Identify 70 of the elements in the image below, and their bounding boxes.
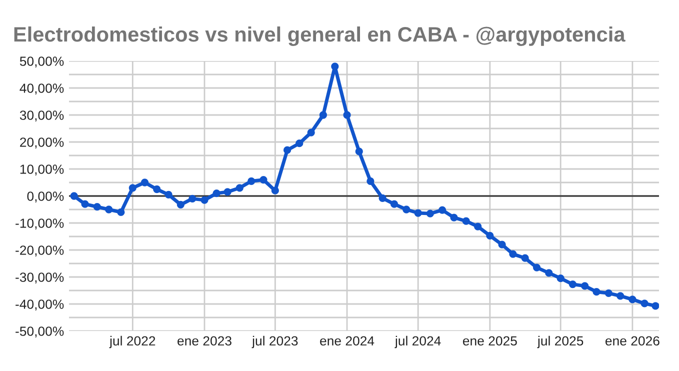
point xyxy=(212,189,220,198)
y-tick-label: -20,00% xyxy=(16,246,64,256)
y-tick-label: -30,00% xyxy=(16,272,64,284)
point xyxy=(224,188,232,196)
point xyxy=(260,176,268,184)
point xyxy=(556,274,564,282)
point xyxy=(176,200,184,208)
point xyxy=(580,282,589,290)
point xyxy=(128,184,136,192)
x-tick-label: ene 2025 xyxy=(462,336,517,346)
point xyxy=(402,206,410,214)
point xyxy=(117,208,125,216)
point xyxy=(307,128,315,136)
point xyxy=(545,269,553,277)
point xyxy=(532,264,541,272)
point xyxy=(188,194,196,203)
x-tick-label: ene 2024 xyxy=(320,336,374,346)
y-tick-label: 30,00% xyxy=(20,110,64,122)
point xyxy=(486,232,494,240)
point xyxy=(81,200,89,208)
y-tick-label: 40,00% xyxy=(20,84,64,94)
x-tick-label: jul 2022 xyxy=(109,336,156,348)
y-tick-label: -10,00% xyxy=(16,218,64,230)
point xyxy=(616,292,624,300)
point xyxy=(414,209,422,217)
point xyxy=(474,222,482,230)
y-tick-label: -50,00% xyxy=(16,326,64,338)
point xyxy=(283,146,292,154)
point xyxy=(498,240,506,248)
point xyxy=(164,190,172,198)
point xyxy=(378,194,386,202)
point xyxy=(509,250,517,258)
point xyxy=(390,200,398,208)
point xyxy=(462,217,470,225)
point xyxy=(140,178,149,186)
x-tick-label: jul 2024 xyxy=(394,336,441,348)
y-tick-label: 50,00% xyxy=(20,56,64,68)
point xyxy=(343,111,351,119)
y-tick-label: 10,00% xyxy=(20,164,64,176)
point xyxy=(331,62,339,70)
point xyxy=(93,202,101,211)
point xyxy=(355,148,363,156)
point xyxy=(438,206,446,214)
point xyxy=(319,111,328,119)
point xyxy=(592,288,600,296)
y-tick-label: 0,00% xyxy=(27,192,64,202)
point xyxy=(296,140,304,148)
x-tick-label: ene 2023 xyxy=(178,336,232,346)
point xyxy=(640,300,648,308)
x-tick-label: jul 2025 xyxy=(537,336,584,348)
point xyxy=(604,289,612,298)
point xyxy=(105,206,113,214)
point xyxy=(652,302,659,310)
point xyxy=(153,185,161,194)
y-tick-label: -40,00% xyxy=(16,300,64,310)
point xyxy=(628,296,636,304)
y-tick-label: 20,00% xyxy=(20,138,64,148)
point xyxy=(70,192,78,200)
point xyxy=(236,184,244,192)
point xyxy=(568,280,577,288)
point xyxy=(271,186,279,194)
point xyxy=(521,254,529,262)
point xyxy=(248,177,256,185)
point xyxy=(450,214,458,222)
point xyxy=(200,196,208,204)
point xyxy=(426,210,434,218)
x-tick-label: ene 2026 xyxy=(605,336,660,346)
x-tick-label: jul 2023 xyxy=(252,336,298,348)
chart-title: Electrodomesticos vs nivel general en CABA - @argypotencia xyxy=(14,26,626,46)
point xyxy=(366,177,374,185)
